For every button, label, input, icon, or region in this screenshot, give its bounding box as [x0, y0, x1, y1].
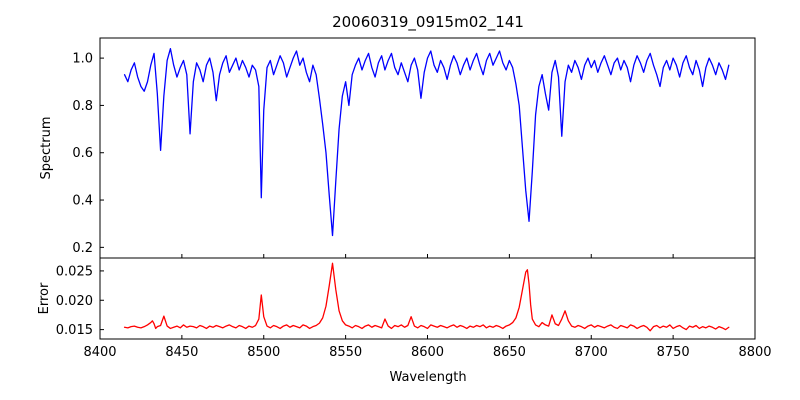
x-tick-label: 8550 [329, 345, 362, 360]
y-tick-label: 0.4 [72, 194, 93, 209]
x-tick-label: 8400 [83, 345, 116, 360]
y-tick-label: 1.0 [72, 52, 93, 67]
y-tick-label: 0.025 [56, 264, 93, 279]
spectrum-data-line [123, 48, 730, 237]
y-tick-label: 0.8 [72, 99, 93, 114]
x-axis-title-group: Wavelength [389, 370, 466, 385]
x-tick-label: 8450 [165, 345, 198, 360]
x-tick-label: 8700 [575, 345, 608, 360]
y-tick-label: 0.6 [72, 146, 93, 161]
x-axis-label: Wavelength [389, 370, 466, 385]
x-tick-label: 8600 [411, 345, 444, 360]
page-title: 20060319_0915m02_141 [332, 13, 524, 32]
spectrum-panel: 0.2 0.4 0.6 0.8 1.0 Spectrum [39, 37, 756, 259]
figure-title-group: 20060319_0915m02_141 [332, 13, 524, 32]
x-tick-label: 8650 [493, 345, 526, 360]
x-tick-label: 8500 [247, 345, 280, 360]
x-tick-label: 8800 [738, 345, 771, 360]
y-tick-label: 0.015 [56, 323, 93, 338]
spectrum-axes-frame [99, 37, 756, 259]
y-tick-label: 0.020 [56, 294, 93, 309]
error-axis-label: Error [37, 282, 52, 314]
error-data-line [123, 262, 730, 332]
x-tick-label: 8750 [657, 345, 690, 360]
error-panel: 8400 8450 8500 8550 8600 8650 8700 8750 8800 0.01… [37, 257, 772, 360]
spectrum-axis-label: Spectrum [39, 117, 54, 180]
y-tick-label: 0.2 [72, 241, 93, 256]
